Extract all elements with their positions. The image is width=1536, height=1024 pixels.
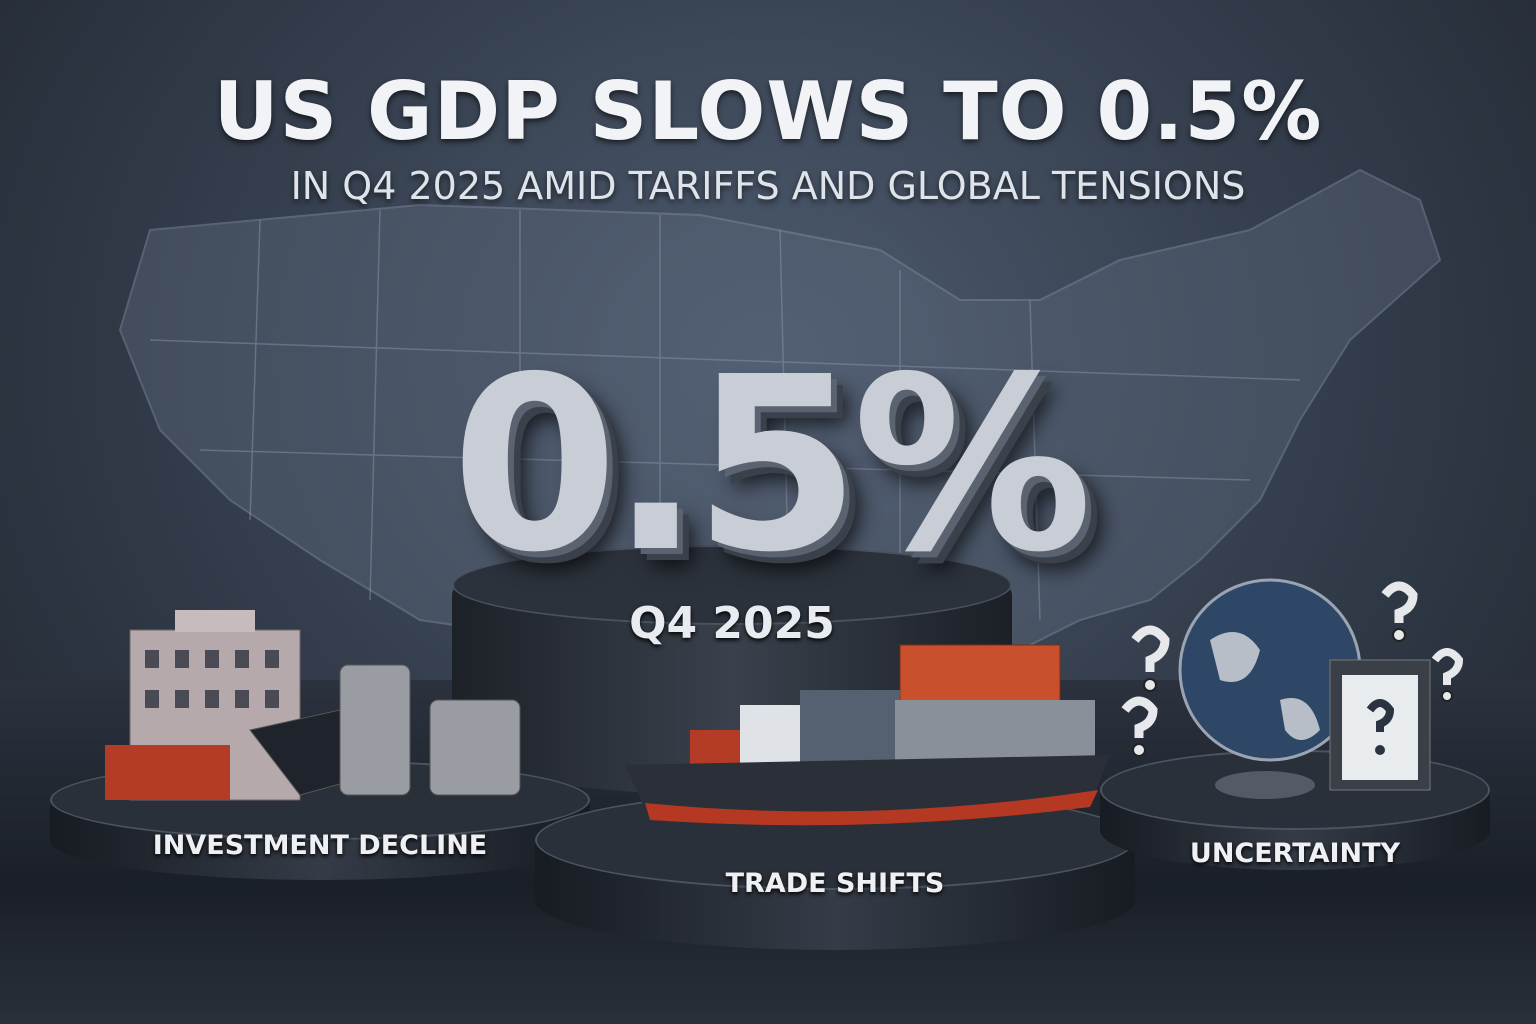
pillar-label: TRADE SHIFTS xyxy=(725,868,945,899)
question-mark-icons xyxy=(1121,581,1464,757)
globe-question-icon xyxy=(1121,578,1464,799)
building-coins-icon xyxy=(105,610,521,801)
gdp-value: 0.5% xyxy=(451,325,1093,605)
pillar-label: UNCERTAINTY xyxy=(1189,838,1401,869)
cargo-ship-icon xyxy=(625,644,1110,826)
pillar-label: INVESTMENT DECLINE xyxy=(152,830,488,861)
period-label: Q4 2025 xyxy=(629,598,835,649)
subheadline: IN Q4 2025 AMID TARIFFS AND GLOBAL TENSI… xyxy=(290,164,1246,208)
headline: US GDP SLOWS TO 0.5% xyxy=(213,65,1323,158)
